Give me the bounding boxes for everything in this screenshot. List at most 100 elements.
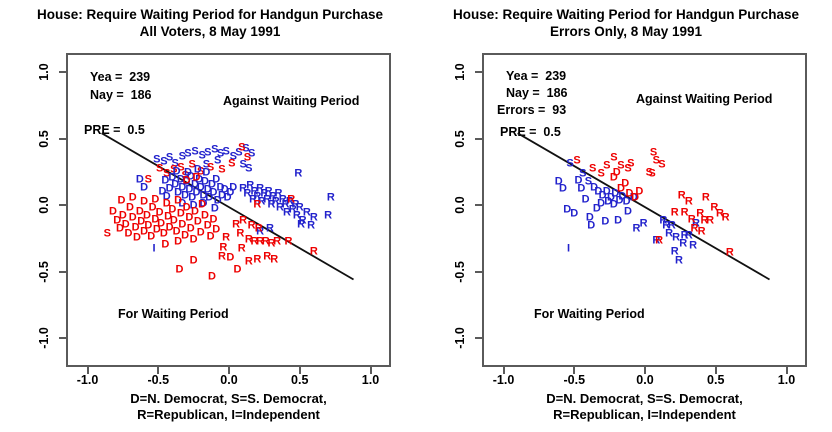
y-axis-tick-label: 0.0 [453, 196, 467, 214]
data-point-yea: R [232, 218, 241, 231]
data-point-nay: R [662, 219, 671, 232]
data-point-nay: D [195, 173, 204, 186]
nay-count-label: Nay = 186 [90, 88, 152, 102]
data-point-nay: D [135, 173, 144, 186]
data-point-nay: R [253, 190, 262, 203]
data-point-yea: R [655, 234, 664, 247]
data-point-nay: D [598, 189, 607, 202]
data-point-nay: R [326, 191, 335, 204]
data-point-nay: R [291, 198, 300, 211]
data-point-yea: D [175, 263, 184, 276]
data-point-yea: S [645, 166, 653, 179]
data-point-nay: R [239, 182, 248, 195]
data-point-yea: R [253, 198, 262, 211]
x-axis-tick [644, 367, 646, 374]
data-point-yea: D [635, 185, 644, 198]
data-point-nay: S [239, 158, 247, 171]
data-point-yea: R [270, 253, 279, 266]
data-point-yea: R [263, 250, 272, 263]
data-point-nay: D [601, 215, 610, 228]
data-point-yea: R [250, 235, 259, 248]
data-point-yea: R [696, 207, 705, 220]
data-point-nay: S [178, 150, 186, 163]
x-axis-caption: D=N. Democrat, S=S. Democrat, R=Republic… [68, 391, 389, 422]
y-axis-tick [59, 71, 66, 73]
data-point-yea: D [148, 201, 157, 214]
data-point-yea: S [218, 163, 226, 176]
x-axis-tick-label: 0.5 [291, 373, 309, 387]
plot-area-errors-only: Yea = 239 Nay = 186 Errors = 93 PRE = 0.… [453, 53, 807, 422]
data-point-yea: D [612, 166, 621, 179]
data-point-yea: R [706, 214, 715, 227]
data-point-yea: D [125, 201, 134, 214]
data-point-yea: S [177, 161, 185, 174]
data-point-nay: R [292, 209, 301, 222]
data-point-nay: D [202, 166, 211, 179]
x-axis-tick-label: 1.0 [361, 373, 380, 387]
data-point-yea: R [690, 222, 699, 235]
data-point-nay: D [213, 194, 222, 207]
data-point-yea: D [609, 171, 618, 184]
data-point-yea: R [701, 191, 710, 204]
data-point-nay: R [266, 222, 275, 235]
data-point-nay: R [271, 195, 280, 208]
data-point-yea: S [610, 151, 618, 164]
data-point-nay: D [203, 183, 212, 196]
data-point-yea: D [193, 215, 202, 228]
data-point-yea: D [131, 221, 140, 234]
data-point-yea: S [597, 167, 605, 180]
data-point-nay: R [283, 206, 291, 219]
data-point-nay: S [198, 149, 206, 162]
x-axis-tick [502, 367, 505, 374]
data-point-yea: R [697, 225, 706, 238]
data-point-yea: D [159, 227, 168, 240]
figure-errors-only: House: Require Waiting Period for Handgu… [416, 0, 832, 432]
data-point-yea: D [192, 171, 201, 184]
data-point-nay: D [581, 193, 590, 206]
data-point-nay: R [275, 201, 284, 214]
y-axis-tick [59, 337, 66, 339]
data-point-nay: D [199, 197, 208, 210]
y-axis-tick [475, 137, 482, 140]
data-point-nay: D [178, 197, 187, 210]
chart-title-line1: House: Require Waiting Period for Handgu… [452, 7, 800, 22]
data-point-nay: I [567, 242, 571, 255]
data-point-yea: D [117, 194, 126, 207]
data-point-nay: D [594, 185, 603, 198]
data-point-yea: D [226, 251, 235, 264]
data-point-nay: D [174, 186, 183, 199]
data-point-yea: S [658, 158, 666, 171]
data-point-nay: D [181, 189, 190, 202]
data-point-nay: R [281, 198, 290, 211]
data-point-yea: D [162, 197, 171, 210]
y-axis-tick-label: 0.5 [453, 129, 467, 148]
x-axis-caption-line1: D=N. Democrat, S=S. Democrat, [546, 391, 743, 406]
data-point-yea: S [103, 227, 111, 240]
data-point-nay: R [665, 227, 674, 240]
data-point-nay: D [171, 178, 180, 191]
data-point-yea: D [198, 198, 207, 211]
data-point-nay: R [679, 237, 688, 250]
chart-subtitle: All Voters, 8 May 1991 [139, 24, 281, 39]
data-point-nay: S [211, 143, 219, 156]
data-point-yea: R [217, 250, 226, 263]
data-point-yea: S [188, 158, 196, 171]
data-point-nay: D [220, 183, 229, 196]
data-point-nay: D [200, 175, 209, 188]
data-point-yea: R [684, 195, 693, 208]
cutting-line [517, 132, 770, 281]
yea-count-label: Yea = 239 [506, 69, 567, 83]
data-point-nay: R [294, 167, 303, 180]
data-point-nay: D [607, 191, 616, 204]
data-point-nay: R [278, 193, 287, 206]
y-axis-tick [59, 270, 66, 273]
data-point-yea: D [121, 218, 130, 231]
data-point-yea: R [721, 211, 730, 224]
x-axis-tick-label: 0.0 [636, 373, 654, 387]
data-point-yea: R [725, 246, 734, 259]
data-point-yea: S [228, 157, 236, 170]
data-point-nay: R [302, 206, 311, 219]
y-axis-tick [475, 71, 482, 73]
x-axis-tick [86, 367, 89, 374]
data-point-yea: S [181, 169, 189, 182]
